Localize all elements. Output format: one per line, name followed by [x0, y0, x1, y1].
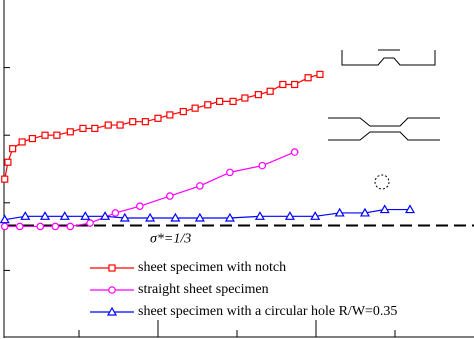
- marker: [0, 222, 9, 231]
- marker: [51, 222, 60, 231]
- marker: [316, 70, 324, 78]
- marker: [290, 148, 299, 156]
- marker: [196, 182, 204, 190]
- legend-label: sheet specimen with notch: [138, 260, 286, 275]
- notch-sketch: [341, 49, 436, 66]
- legend-marker: [108, 264, 116, 272]
- marker: [304, 74, 312, 82]
- marker: [20, 211, 31, 220]
- series-line: [4, 208, 411, 221]
- marker: [39, 211, 51, 220]
- marker: [79, 124, 87, 133]
- marker: [91, 124, 99, 133]
- marker: [254, 91, 262, 99]
- marker: [119, 212, 130, 222]
- marker: [258, 161, 267, 170]
- legend-label: straight sheet specimen: [138, 282, 269, 297]
- marker: [154, 114, 162, 122]
- marker: [66, 222, 75, 231]
- reference-label: σ*=1/3: [150, 232, 191, 247]
- marker: [224, 212, 235, 222]
- legend-marker: [106, 306, 118, 316]
- marker: [359, 207, 371, 217]
- marker: [136, 202, 144, 210]
- straight-sketch: [328, 117, 440, 141]
- marker: [100, 211, 111, 220]
- marker: [310, 211, 321, 220]
- series-line: [4, 73, 321, 180]
- marker: [254, 211, 265, 220]
- marker: [334, 207, 345, 217]
- marker: [191, 104, 199, 112]
- marker: [194, 212, 205, 222]
- marker: [80, 211, 91, 220]
- marker: [179, 107, 187, 116]
- marker: [166, 111, 174, 119]
- marker: [291, 80, 299, 89]
- marker: [41, 131, 49, 139]
- marker: [1, 175, 9, 183]
- marker: [279, 80, 287, 89]
- legend-marker: [108, 286, 116, 294]
- marker: [36, 222, 45, 231]
- marker: [284, 211, 295, 220]
- hole-sketch: [374, 174, 390, 190]
- marker: [129, 118, 137, 126]
- marker: [15, 222, 24, 231]
- marker: [226, 168, 234, 177]
- marker: [0, 214, 10, 224]
- marker: [53, 131, 61, 139]
- marker: [104, 121, 112, 129]
- marker: [4, 158, 12, 166]
- marker: [141, 118, 149, 126]
- marker: [59, 211, 70, 220]
- marker: [28, 134, 36, 143]
- marker: [241, 94, 249, 102]
- marker: [18, 138, 26, 146]
- marker: [379, 204, 390, 214]
- marker: [266, 87, 274, 95]
- marker: [229, 97, 237, 106]
- marker: [166, 192, 174, 200]
- marker: [204, 101, 212, 109]
- legend-label: sheet specimen with a circular hole R/W=…: [138, 304, 397, 319]
- marker: [116, 121, 124, 129]
- marker: [170, 212, 181, 222]
- marker: [9, 145, 17, 153]
- marker: [404, 204, 416, 214]
- marker: [66, 128, 74, 136]
- marker: [216, 97, 224, 106]
- specimen-sketches: [328, 49, 440, 190]
- marker: [145, 212, 156, 222]
- marker: [86, 219, 94, 227]
- marker: [111, 209, 120, 217]
